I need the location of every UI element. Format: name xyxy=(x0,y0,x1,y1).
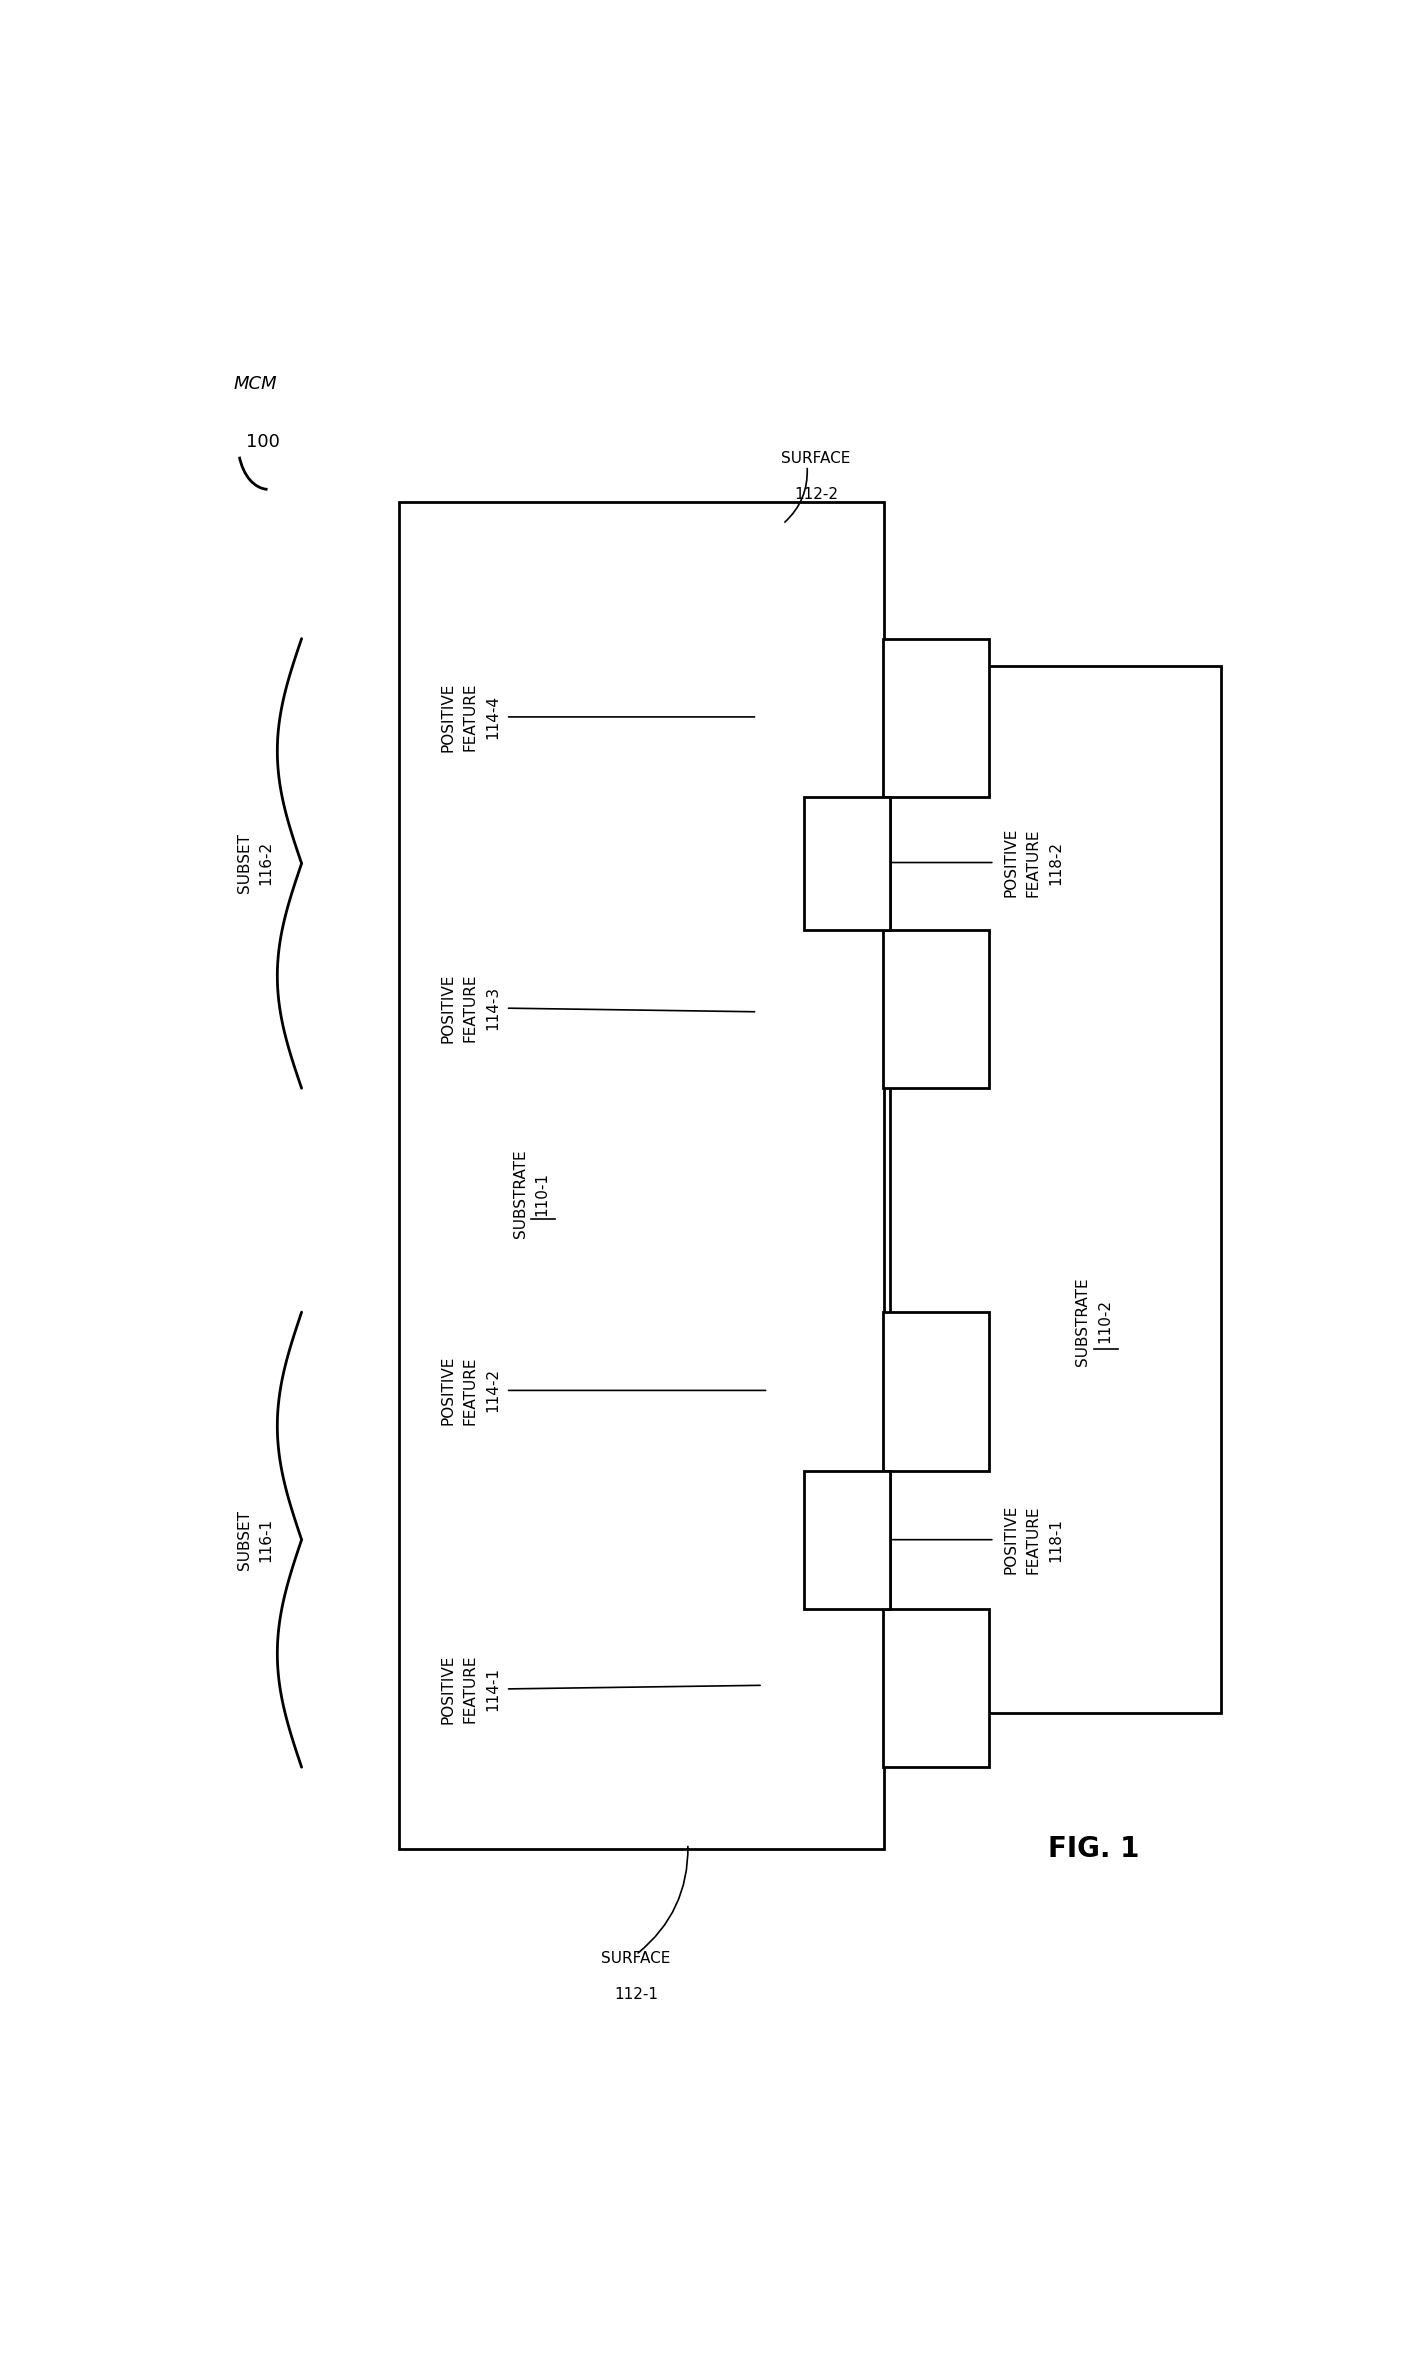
Text: SUBSET: SUBSET xyxy=(236,1511,252,1570)
Text: POSITIVE: POSITIVE xyxy=(441,683,456,752)
Text: 116-2: 116-2 xyxy=(259,842,273,884)
Text: FIG. 1: FIG. 1 xyxy=(1048,1834,1139,1863)
Text: 114-1: 114-1 xyxy=(486,1667,500,1712)
Text: FEATURE: FEATURE xyxy=(463,1655,478,1723)
Bar xyxy=(883,1610,990,1768)
Text: 114-3: 114-3 xyxy=(486,986,500,1031)
Text: 118-2: 118-2 xyxy=(1048,842,1062,884)
Bar xyxy=(803,1470,890,1610)
Text: FEATURE: FEATURE xyxy=(1025,827,1041,896)
Bar xyxy=(803,797,890,929)
Text: 112-1: 112-1 xyxy=(614,1988,658,2002)
Text: POSITIVE: POSITIVE xyxy=(1004,1506,1018,1574)
Text: POSITIVE: POSITIVE xyxy=(441,1355,456,1425)
Text: 116-1: 116-1 xyxy=(259,1518,273,1563)
Text: 110-2: 110-2 xyxy=(1098,1300,1112,1343)
Text: FEATURE: FEATURE xyxy=(1025,1506,1041,1574)
Text: POSITIVE: POSITIVE xyxy=(441,974,456,1043)
Bar xyxy=(883,929,990,1087)
Text: POSITIVE: POSITIVE xyxy=(441,1655,456,1723)
Text: SURFACE: SURFACE xyxy=(601,1950,671,1967)
Bar xyxy=(883,638,990,797)
Text: 118-1: 118-1 xyxy=(1048,1518,1062,1563)
Text: FEATURE: FEATURE xyxy=(463,974,478,1043)
Text: FEATURE: FEATURE xyxy=(463,1357,478,1425)
Text: SUBSET: SUBSET xyxy=(236,832,252,894)
Text: FEATURE: FEATURE xyxy=(463,683,478,752)
Bar xyxy=(883,1312,990,1470)
Text: 112-2: 112-2 xyxy=(795,487,837,501)
Text: SUBSTRATE: SUBSTRATE xyxy=(1075,1277,1091,1366)
Text: SUBSTRATE: SUBSTRATE xyxy=(513,1149,528,1239)
Bar xyxy=(890,667,1220,1712)
Text: 114-2: 114-2 xyxy=(486,1369,500,1411)
Text: POSITIVE: POSITIVE xyxy=(1004,827,1018,898)
Text: MCM: MCM xyxy=(234,376,276,392)
Text: SURFACE: SURFACE xyxy=(782,452,850,466)
Text: 114-4: 114-4 xyxy=(486,695,500,740)
Text: 100: 100 xyxy=(246,433,281,452)
Bar xyxy=(399,501,884,1849)
Text: 110-1: 110-1 xyxy=(534,1173,550,1215)
